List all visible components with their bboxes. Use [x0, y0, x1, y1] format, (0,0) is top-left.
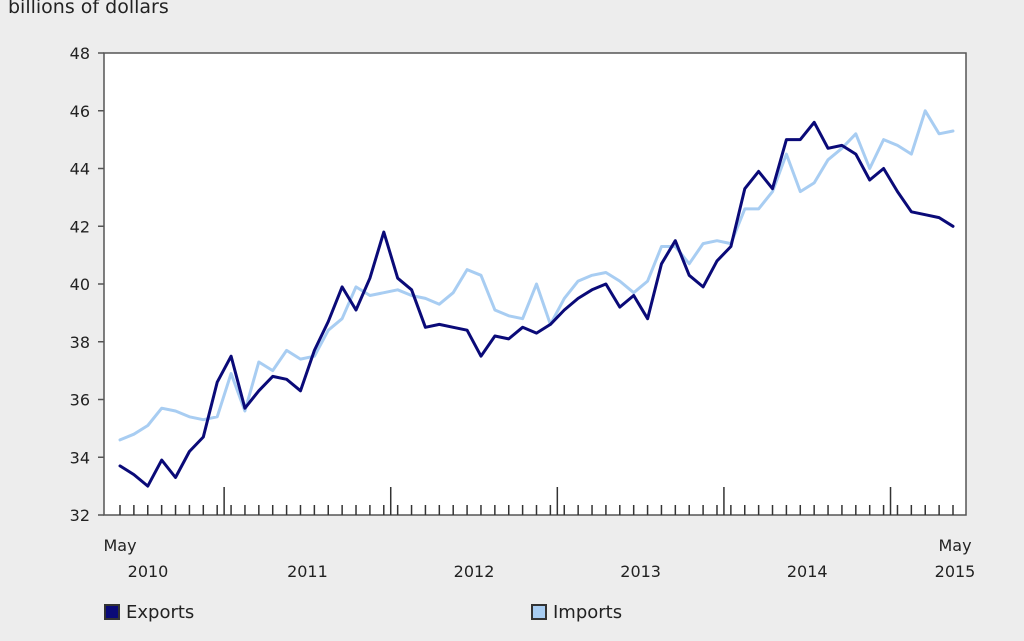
legend-item-exports: Exports: [104, 600, 194, 624]
series-line-exports: [118, 120, 955, 488]
legend-label-exports: Exports: [126, 601, 195, 623]
x-tick-label-year: 2010: [128, 562, 169, 581]
legend-item-imports: Imports: [531, 600, 622, 624]
y-tick-label: 34: [70, 448, 90, 467]
x-tick-label-month: May: [103, 536, 136, 555]
y-tick-label: 36: [70, 391, 90, 410]
series-line-imports: [118, 109, 955, 442]
exports-swatch: [104, 604, 120, 620]
y-tick-label: 46: [70, 102, 90, 121]
y-tick-label: 42: [70, 217, 90, 236]
legend-label-imports: Imports: [553, 601, 623, 623]
y-tick-label: 44: [70, 160, 90, 179]
y-tick-label: 48: [70, 44, 90, 63]
y-axis-label: billions of dollars: [8, 0, 169, 18]
x-tick-label-year: 2014: [787, 562, 828, 581]
x-tick-label-year: 2015: [935, 562, 976, 581]
y-tick-label: 38: [70, 333, 90, 352]
x-tick-label-year: 2013: [620, 562, 661, 581]
y-tick-label: 32: [70, 506, 90, 525]
x-tick-label-month: May: [938, 536, 971, 555]
y-tick-label: 40: [70, 275, 90, 294]
imports-swatch: [531, 604, 547, 620]
x-tick-label-year: 2012: [454, 562, 495, 581]
x-tick-label-year: 2011: [287, 562, 328, 581]
